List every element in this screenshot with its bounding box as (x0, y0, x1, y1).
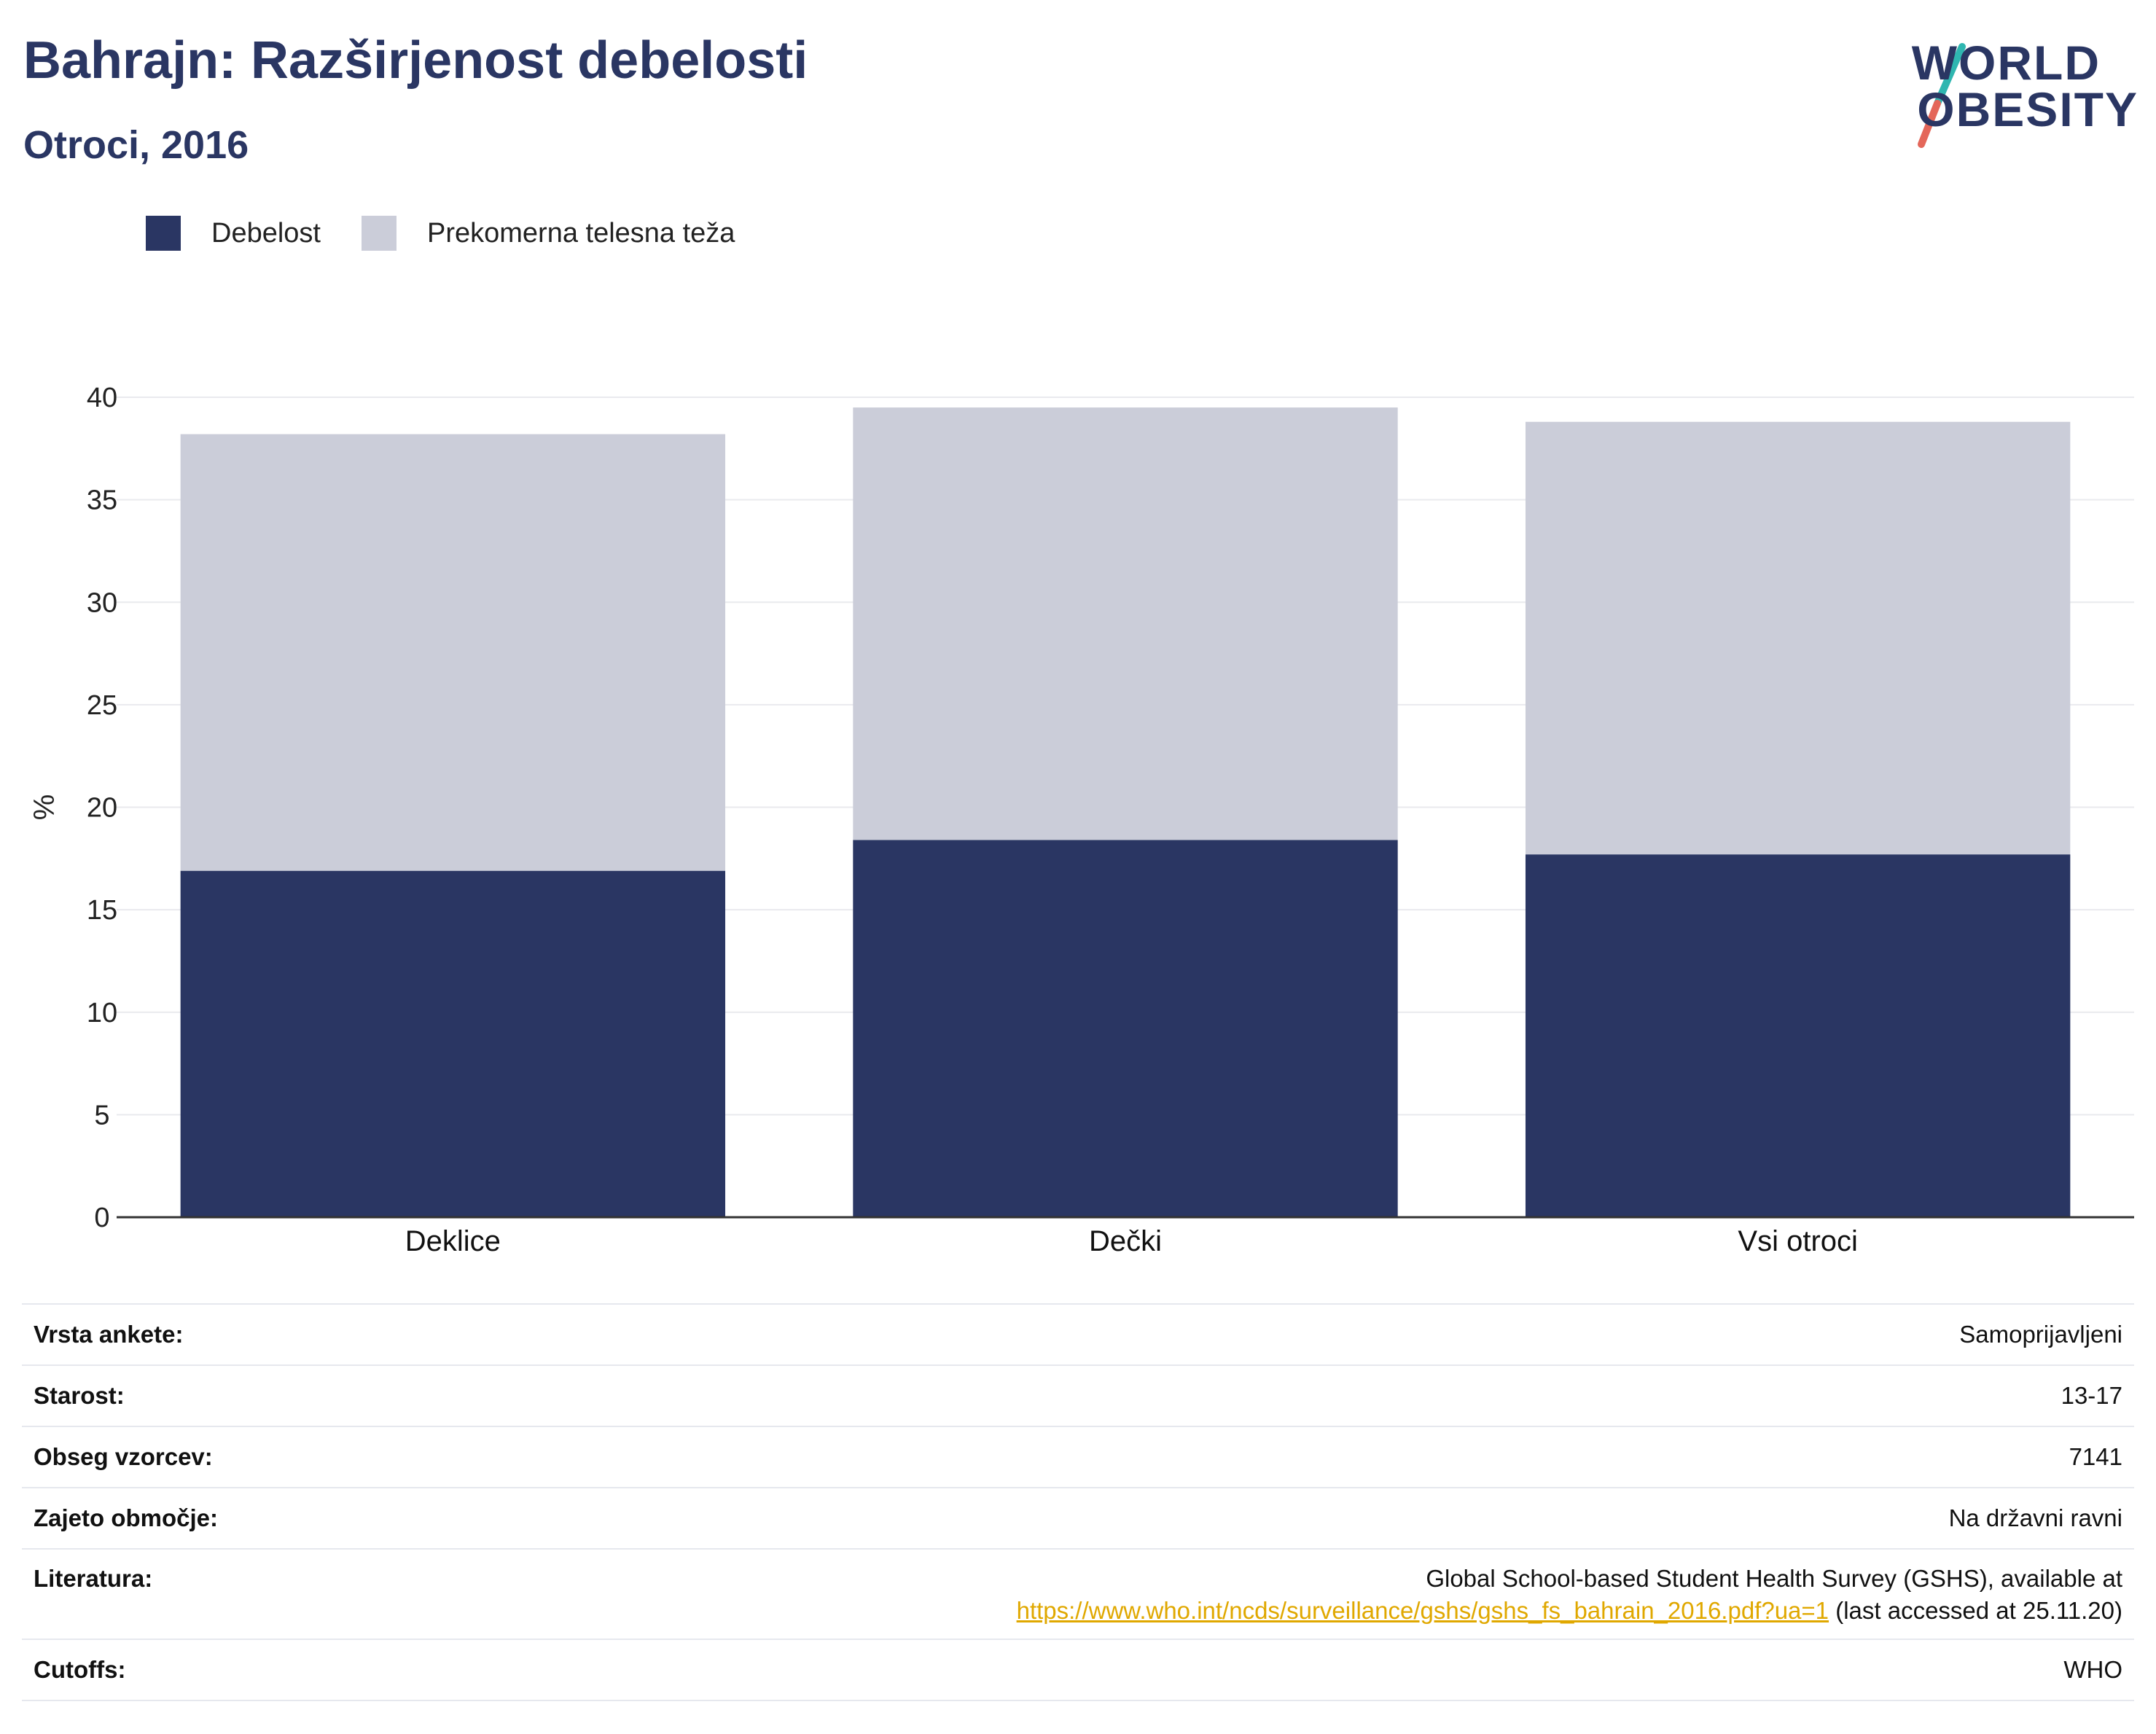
info-value: Samoprijavljeni (701, 1303, 2134, 1365)
y-tick-label: 40 (87, 383, 117, 413)
survey-info-table: Vrsta ankete: Samoprijavljeni Starost: 1… (22, 1303, 2134, 1701)
bar-prekomerna-1 (180, 434, 726, 871)
info-row-age: Starost: 13-17 (22, 1364, 2134, 1426)
info-row-cutoffs: Cutoffs: WHO (22, 1639, 2134, 1701)
logo-line-2: OBESITY (1917, 82, 2139, 136)
y-tick-label: 5 (94, 1100, 109, 1130)
reference-link[interactable]: https://www.who.int/ncds/surveillance/gs… (1016, 1597, 1829, 1624)
legend-label-debelost: Debelost (211, 217, 321, 249)
info-label: Literatura: (22, 1548, 701, 1639)
y-tick-label: 25 (87, 690, 117, 721)
y-tick-label: 15 (87, 895, 117, 926)
info-value: Global School-based Student Health Surve… (701, 1548, 2134, 1639)
legend-swatch-debelost (146, 216, 181, 251)
info-value: WHO (701, 1639, 2134, 1701)
chart-title: Bahrajn: Razširjenost debelosti (23, 31, 808, 90)
legend-label-prekomerna: Prekomerna telesna teža (426, 217, 735, 249)
bar-debelost-2 (853, 840, 1398, 1217)
y-tick-label: 30 (87, 587, 117, 618)
chart-subtitle: Otroci, 2016 (23, 123, 249, 167)
bar-debelost-3 (1525, 854, 2071, 1217)
bar-prekomerna-3 (1525, 421, 2071, 855)
y-tick-label: 20 (87, 793, 117, 824)
y-axis-label: % (28, 794, 60, 821)
legend-item-prekomerna[interactable]: Prekomerna telesna teža (361, 216, 735, 251)
y-tick-label: 10 (87, 998, 117, 1028)
world-obesity-logo: WORLD OBESITY (1895, 22, 2143, 153)
info-row-sample-size: Obseg vzorcev: 7141 (22, 1426, 2134, 1488)
reference-suffix: (last accessed at 25.11.20) (1835, 1597, 2122, 1624)
info-label: Obseg vzorcev: (22, 1426, 701, 1488)
x-tick-label: Vsi otroci (1738, 1225, 1858, 1257)
info-value: Na državni ravni (701, 1487, 2134, 1549)
stacked-bar-chart: 0 5 10 15 20 25 30 35 40% Deklice Dečki Vsi otroci (28, 383, 2134, 1257)
x-tick-label: Dečki (1089, 1225, 1162, 1257)
info-label: Zajeto območje: (22, 1487, 701, 1549)
info-label: Cutoffs: (22, 1639, 701, 1701)
x-tick-label: Deklice (405, 1225, 501, 1257)
info-row-area: Zajeto območje: Na državni ravni (22, 1487, 2134, 1549)
info-value: 7141 (701, 1426, 2134, 1488)
logo-line-1: WORLD (1911, 36, 2101, 90)
reference-text: Global School-based Student Health Surve… (1426, 1565, 2122, 1592)
legend-item-debelost[interactable]: Debelost (146, 216, 321, 251)
info-label: Starost: (22, 1364, 701, 1426)
info-row-reference: Literatura: Global School-based Student … (22, 1548, 2134, 1639)
chart-legend: Debelost Prekomerna telesna teža (146, 216, 776, 251)
bar-prekomerna-2 (853, 407, 1398, 840)
bar-debelost-1 (180, 870, 726, 1217)
logo-slash-icon (1918, 43, 1966, 148)
y-tick-label: 0 (94, 1203, 109, 1233)
legend-swatch-prekomerna (361, 216, 397, 251)
info-label: Vrsta ankete: (22, 1303, 701, 1365)
y-tick-label: 35 (87, 485, 117, 516)
info-value: 13-17 (701, 1364, 2134, 1426)
info-row-survey-type: Vrsta ankete: Samoprijavljeni (22, 1303, 2134, 1365)
